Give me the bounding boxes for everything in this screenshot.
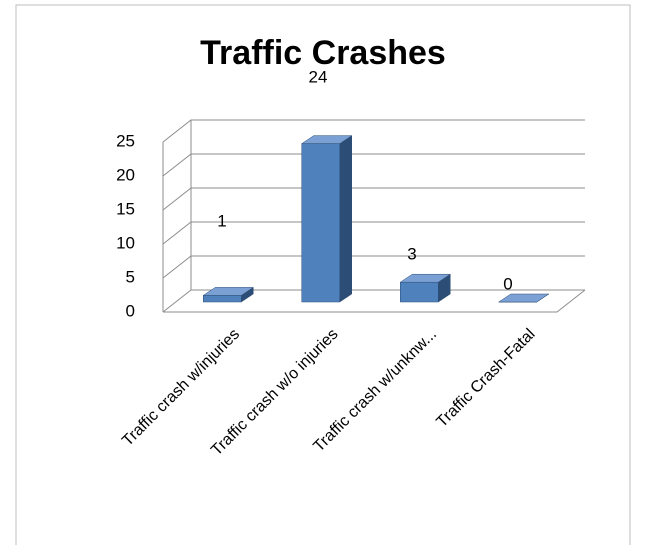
y-tick-label: 20 [116,165,135,184]
data-label: 24 [309,67,328,86]
bar-top [300,135,353,144]
bar-top [497,293,550,303]
bar-front [301,143,340,303]
bar [497,293,550,303]
grid-line [162,187,585,211]
data-label: 3 [407,244,416,263]
grid-line [162,221,585,245]
chart-title: Traffic Crashes [200,34,446,72]
bar [202,286,255,303]
y-tick-label: 5 [126,267,135,286]
bar [300,135,353,303]
data-label: 0 [503,274,512,293]
grid-line [162,119,585,143]
grid-line [162,255,585,279]
y-tick-label: 0 [126,301,135,320]
bar-front [203,295,242,303]
bar-top [202,287,255,296]
bar [399,273,452,303]
bar-side [339,135,352,303]
grid-line [162,153,585,177]
grid-line [162,289,585,313]
bar-top [399,273,452,283]
floor-outline [163,289,586,313]
y-tick-label: 10 [116,233,135,252]
y-tick-label: 15 [116,199,135,218]
bar-front [400,281,439,303]
data-label: 1 [217,211,226,230]
y-tick-label: 25 [116,131,135,150]
